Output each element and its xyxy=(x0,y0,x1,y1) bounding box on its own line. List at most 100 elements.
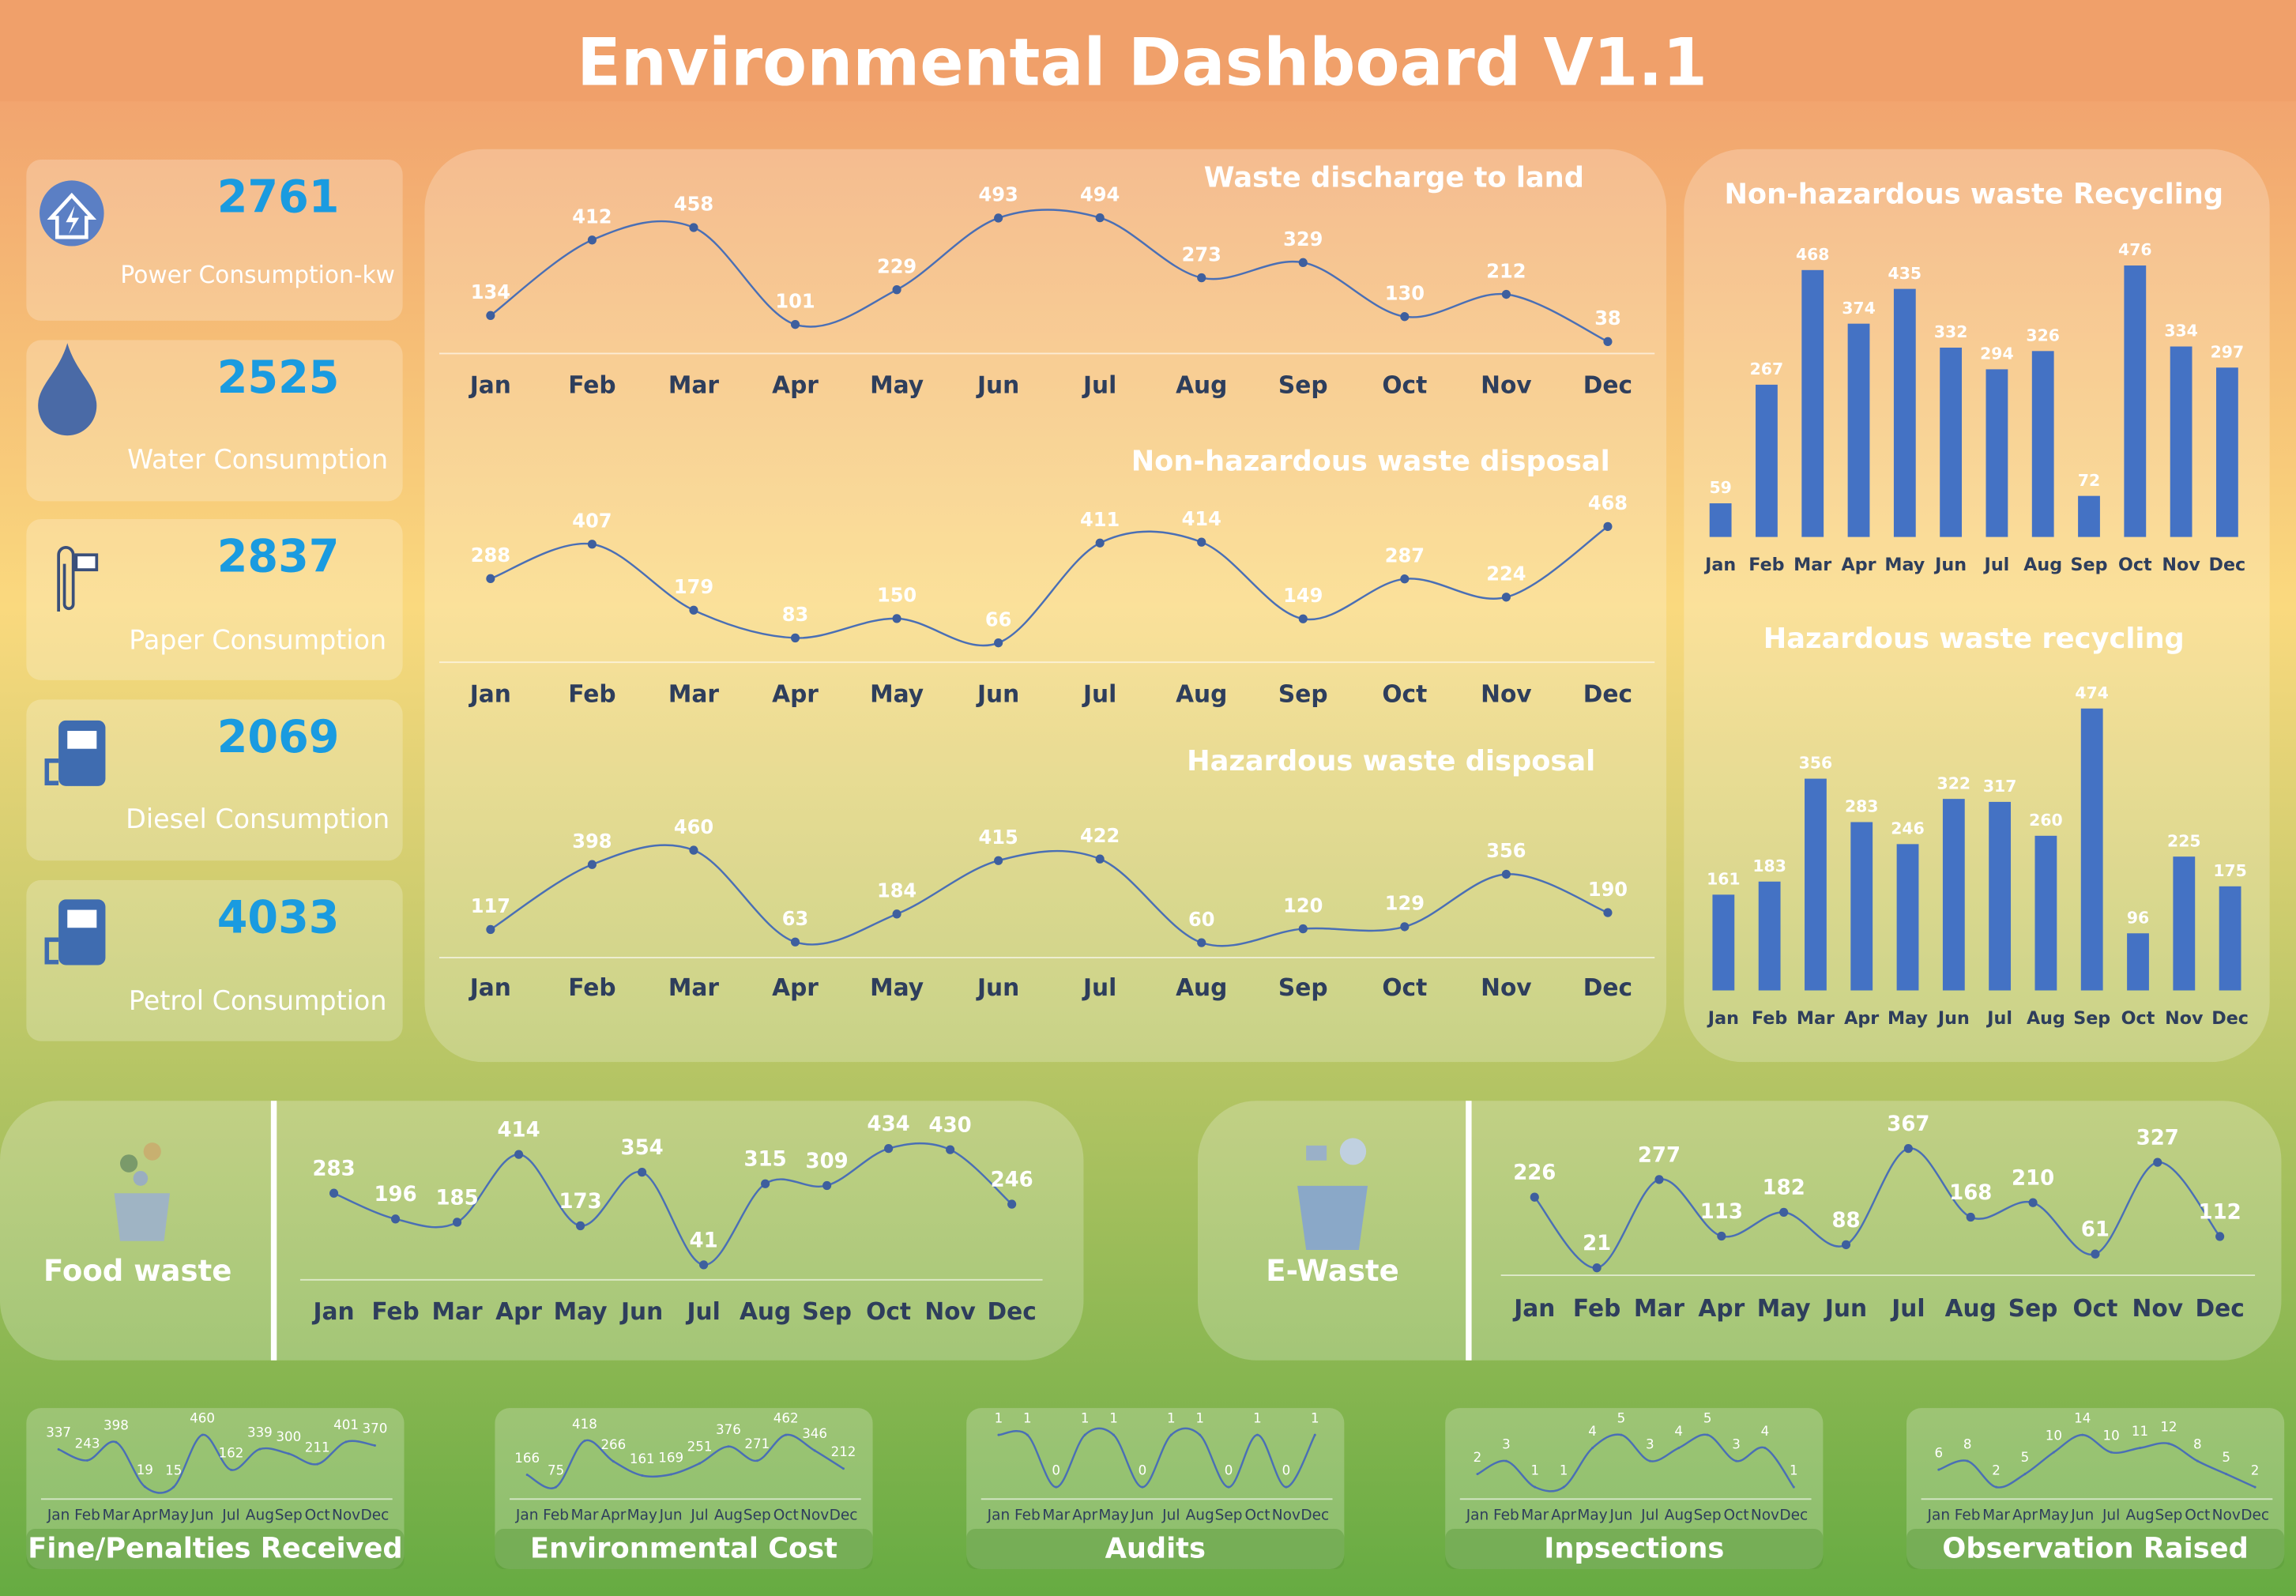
point xyxy=(813,1449,816,1452)
point xyxy=(1197,273,1206,283)
point xyxy=(892,285,901,295)
data-label: 4 xyxy=(1674,1423,1683,1439)
data-label: 1 xyxy=(1790,1462,1798,1477)
x-tick-label: Nov xyxy=(2132,1295,2184,1323)
x-tick-label: Mar xyxy=(1042,1507,1070,1523)
data-label: 134 xyxy=(471,280,510,303)
x-tick-label: Jul xyxy=(1082,974,1116,1002)
x-tick-label: Oct xyxy=(305,1507,330,1523)
bar xyxy=(1942,799,1965,991)
point xyxy=(587,860,597,869)
data-label: 117 xyxy=(471,894,510,917)
data-label: 476 xyxy=(2118,240,2152,259)
data-label: 1 xyxy=(1195,1410,1204,1425)
data-label: 327 xyxy=(2136,1126,2179,1150)
point xyxy=(287,1452,290,1455)
x-tick-label: Oct xyxy=(2118,555,2152,575)
x-tick-label: Sep xyxy=(275,1507,303,1523)
point xyxy=(1501,869,1511,879)
bar xyxy=(1940,347,1963,537)
panel xyxy=(495,1408,873,1570)
x-tick-label: Apr xyxy=(1551,1507,1576,1523)
x-tick-label: Apr xyxy=(772,371,819,399)
panel xyxy=(424,149,1667,1063)
point xyxy=(2139,1447,2142,1450)
bar xyxy=(1985,369,2008,537)
x-tick-label: Jan xyxy=(1703,555,1736,575)
x-tick-label: Mar xyxy=(1797,1008,1835,1029)
x-tick-label: Jan xyxy=(1466,1507,1489,1523)
data-label: 229 xyxy=(877,254,917,277)
data-label: 5 xyxy=(1617,1410,1626,1425)
x-tick-label: Jun xyxy=(1933,555,1967,575)
x-tick-label: Jun xyxy=(619,1298,663,1326)
bar xyxy=(2031,351,2054,537)
line xyxy=(526,1433,845,1489)
data-label: 0 xyxy=(1052,1462,1060,1477)
kpi-labels: Power Consumption-kw Water Consumption P… xyxy=(120,262,394,1017)
data-label: 462 xyxy=(773,1410,799,1425)
title-bar xyxy=(1906,1529,2285,1570)
x-tick-label: Dec xyxy=(2211,1008,2249,1029)
x-tick-label: Aug xyxy=(740,1298,791,1326)
x-tick-label: Aug xyxy=(2027,1008,2065,1029)
bar xyxy=(2124,265,2147,537)
data-label: 337 xyxy=(46,1425,71,1440)
chart-title: Fine/Penalties Received xyxy=(28,1532,402,1564)
diesel-icon xyxy=(44,720,106,786)
kpi-value: 2525 xyxy=(217,352,340,405)
data-label: 277 xyxy=(1638,1143,1681,1167)
x-tick-label: Mar xyxy=(668,371,719,399)
x-tick-label: Jun xyxy=(190,1507,214,1523)
x-tick-label: Aug xyxy=(246,1507,274,1523)
x-tick-label: Jan xyxy=(515,1507,539,1523)
point xyxy=(587,540,597,549)
x-tick-label: Apr xyxy=(600,1507,626,1523)
point xyxy=(997,1433,1000,1436)
bar xyxy=(1896,844,1919,991)
point xyxy=(316,1462,319,1466)
x-tick-label: Apr xyxy=(2012,1507,2038,1523)
data-label: 458 xyxy=(674,193,713,216)
data-label: 283 xyxy=(312,1157,355,1180)
point xyxy=(2028,1198,2038,1207)
point xyxy=(790,320,800,329)
x-tick-label: Jun xyxy=(1130,1507,1154,1523)
point xyxy=(761,1179,770,1188)
point xyxy=(1285,1485,1288,1489)
x-tick-label: Sep xyxy=(2155,1507,2182,1523)
data-label: 10 xyxy=(2103,1427,2120,1443)
data-label: 101 xyxy=(775,289,815,312)
x-tick-label: Dec xyxy=(1779,1507,1808,1523)
water-icon xyxy=(38,343,97,436)
data-label: 184 xyxy=(877,879,917,902)
point xyxy=(2023,1473,2027,1476)
bar xyxy=(1805,778,1827,991)
kpi-card xyxy=(26,340,403,502)
x-tick-label: Mar xyxy=(1982,1507,2010,1523)
bar xyxy=(1801,269,1824,537)
point xyxy=(57,1447,60,1451)
data-label: 367 xyxy=(1887,1112,1929,1136)
x-tick-label: Dec xyxy=(830,1507,858,1523)
point xyxy=(1591,1447,1594,1450)
x-tick-label: Feb xyxy=(568,371,615,399)
point xyxy=(1717,1231,1726,1241)
kpi-value: 2837 xyxy=(217,531,340,583)
data-label: 210 xyxy=(2012,1166,2054,1190)
x-tick-label: Aug xyxy=(1186,1507,1214,1523)
point xyxy=(1095,854,1105,864)
point xyxy=(884,1143,894,1154)
paper-icon xyxy=(57,545,99,612)
data-label: 294 xyxy=(1980,344,2014,363)
data-label: 332 xyxy=(1934,322,1968,341)
point xyxy=(842,1467,845,1470)
data-label: 376 xyxy=(716,1421,741,1437)
x-tick-label: Sep xyxy=(2008,1295,2058,1323)
x-tick-label: Mar xyxy=(1521,1507,1549,1523)
line xyxy=(490,209,1609,343)
x-tick-label: Feb xyxy=(371,1298,419,1326)
chart-title: Non-hazardous waste disposal xyxy=(1131,445,1610,477)
data-label: 0 xyxy=(1139,1462,1147,1477)
